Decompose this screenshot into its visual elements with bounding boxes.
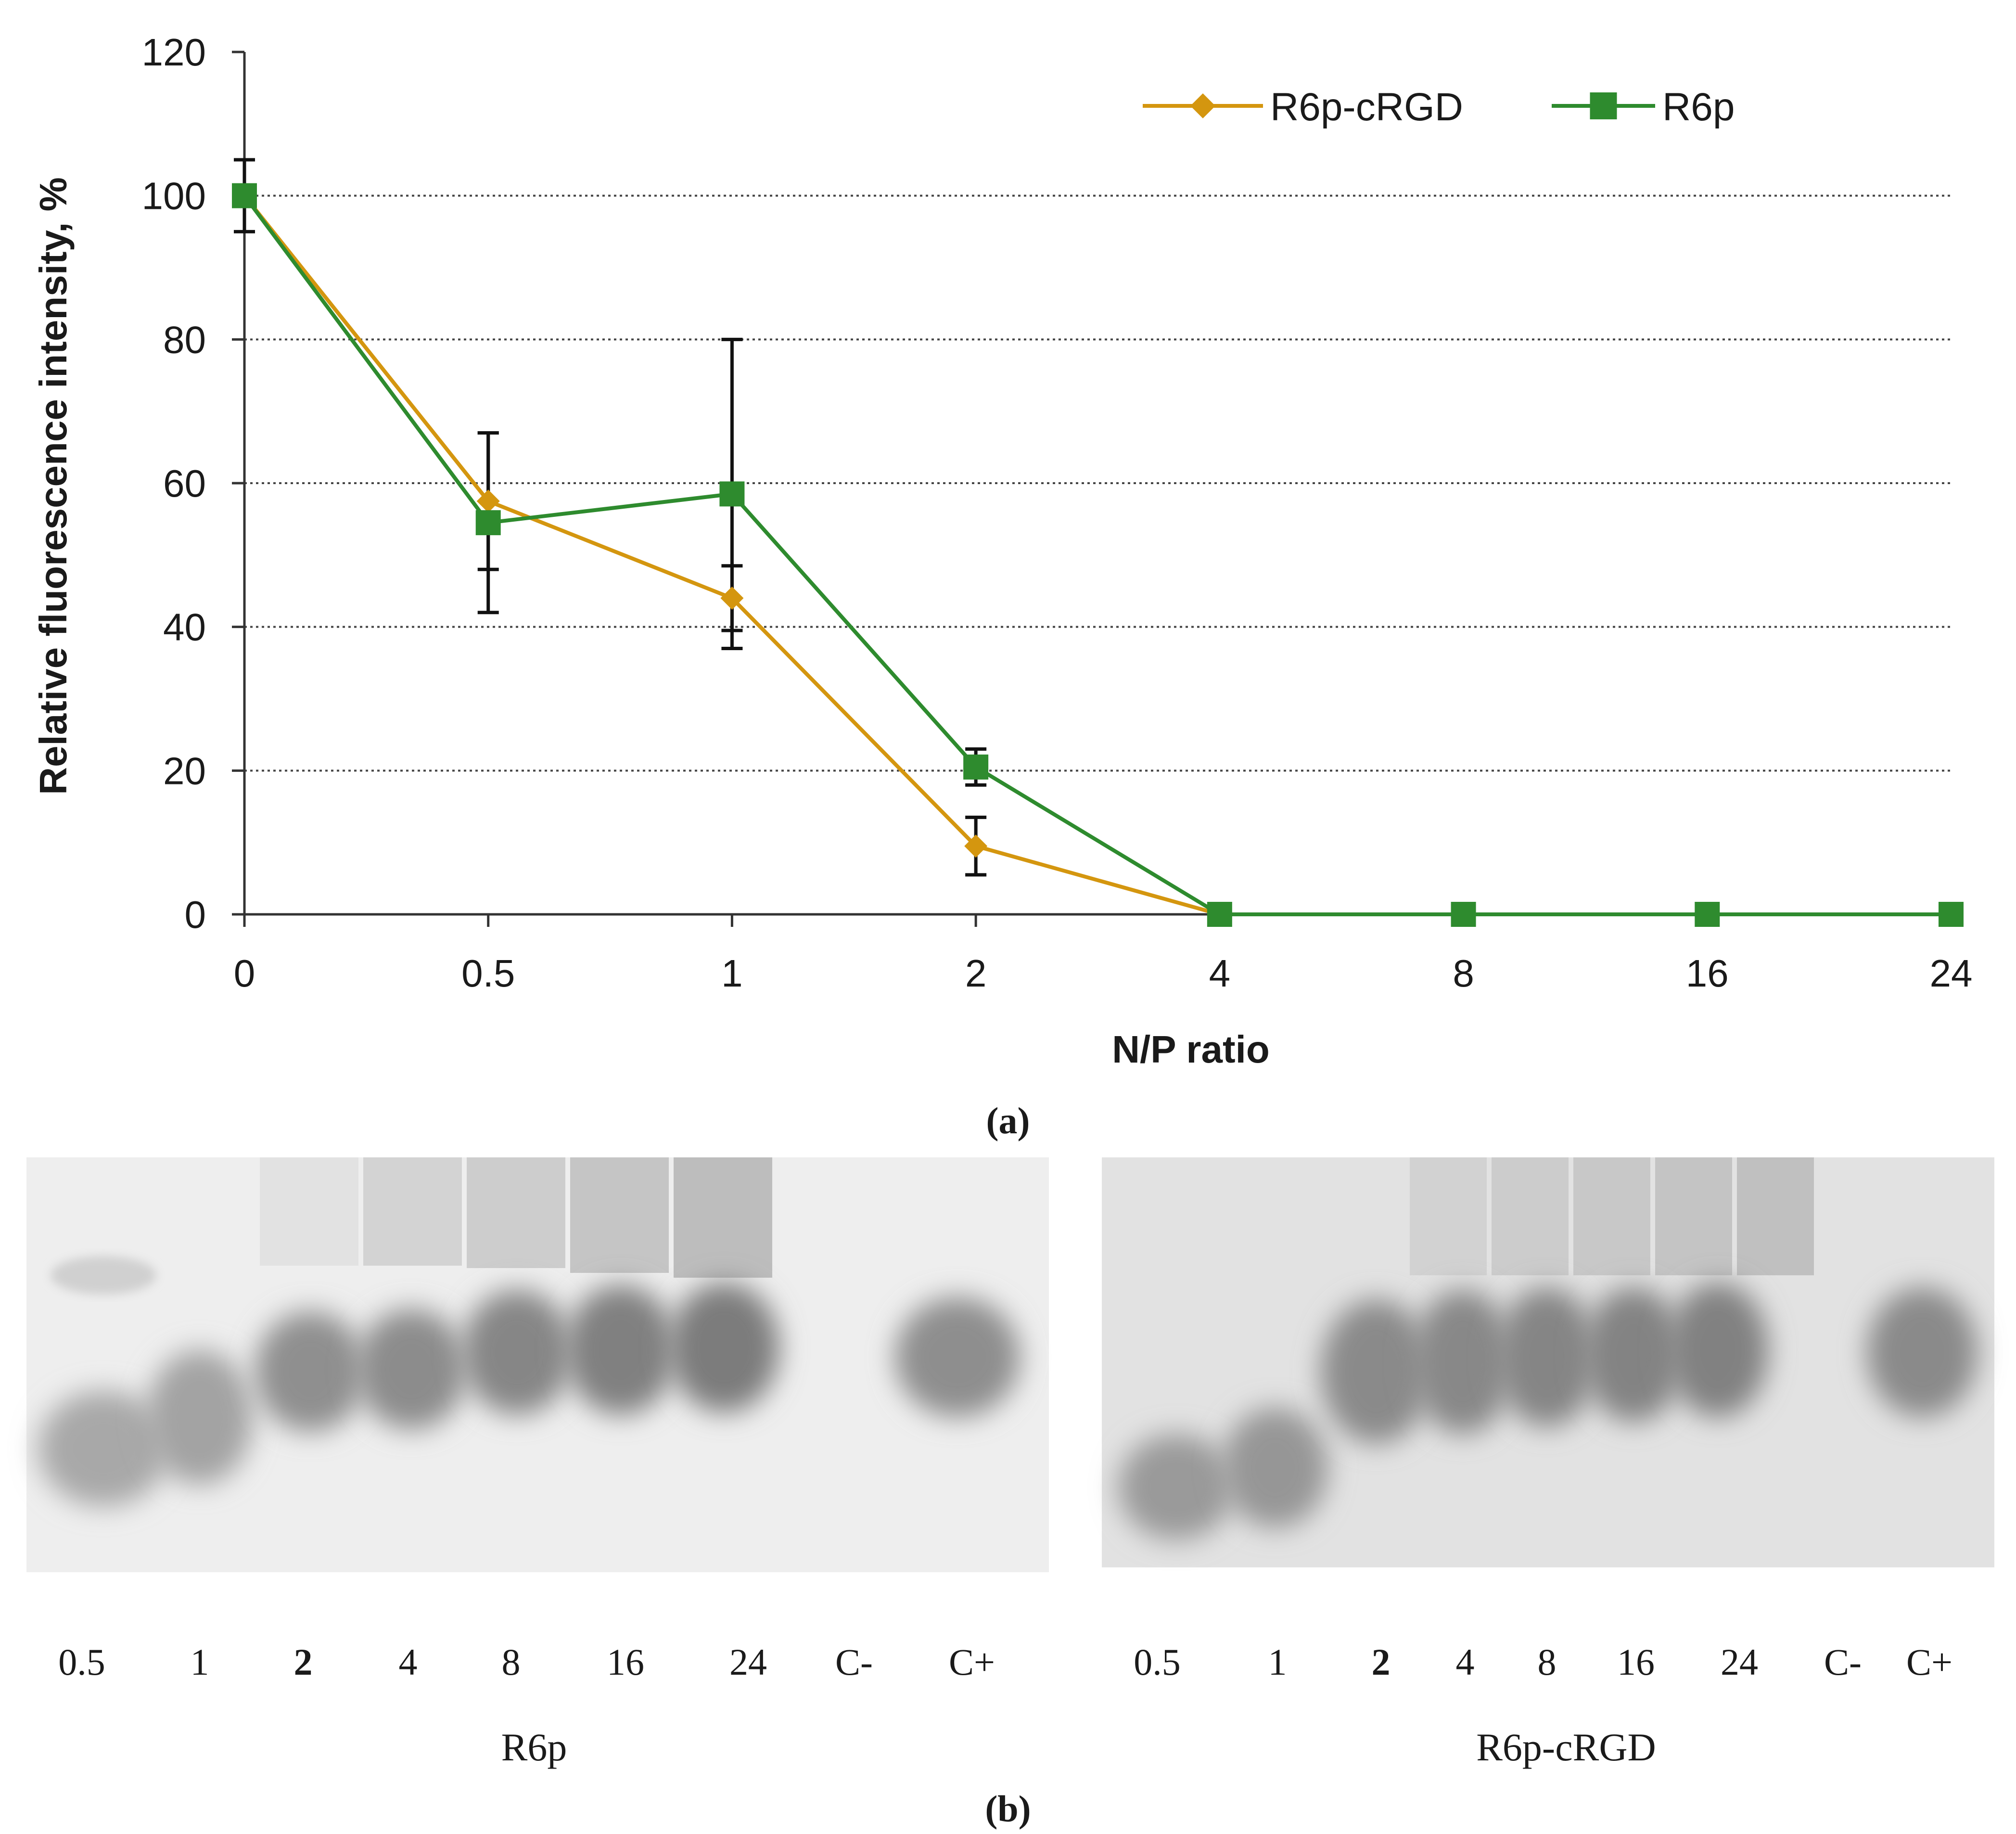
- x-tick-label: 4: [1209, 952, 1231, 995]
- data-point-r6p: [475, 510, 501, 536]
- data-point-r6p: [719, 481, 745, 507]
- data-point-r6p: [1207, 902, 1232, 927]
- lane-label: 8: [502, 1641, 521, 1683]
- lane-label: 0.5: [1134, 1641, 1181, 1683]
- panel-a-label: (a): [986, 1100, 1030, 1141]
- lane-label: 16: [607, 1641, 644, 1683]
- data-point-r6p: [1451, 902, 1476, 927]
- lane-label: 0.5: [58, 1641, 105, 1683]
- lane-label: 24: [1721, 1641, 1758, 1683]
- x-tick-labels: 0 0.5 1 2 4 8 16 24: [234, 952, 1973, 995]
- lane-label: C-: [835, 1641, 873, 1683]
- legend-label-r6p-crgd: R6p-cRGD: [1270, 85, 1463, 129]
- data-point-r6p: [232, 183, 257, 208]
- x-tick-label: 16: [1686, 952, 1729, 995]
- grid-lines: [244, 194, 1951, 772]
- lane-label: C+: [1906, 1641, 1952, 1683]
- y-tick-label: 120: [142, 31, 206, 74]
- x-tick-label: 0: [234, 952, 255, 995]
- lane-label: C-: [1824, 1641, 1862, 1683]
- data-point-r6p-crgd: [476, 489, 500, 513]
- x-tick-label: 0.5: [461, 952, 515, 995]
- lane-label: 24: [729, 1641, 767, 1683]
- data-point-r6p-crgd: [964, 834, 988, 858]
- x-axis-title: N/P ratio: [1112, 1028, 1270, 1071]
- data-point-r6p: [1939, 902, 1964, 927]
- legend-marker-r6p-crgd: [1190, 93, 1215, 118]
- lane-label: 8: [1538, 1641, 1557, 1683]
- panel-b-label: (b): [985, 1788, 1031, 1830]
- series-lines: [242, 194, 1951, 916]
- gel-caption-r6p-crgd: R6p-cRGD: [1476, 1725, 1656, 1769]
- x-tick-label: 2: [965, 952, 987, 995]
- y-axis-title: Relative fluorescence intensity, %: [32, 177, 75, 795]
- error-bars: [234, 158, 1962, 914]
- lane-label: 16: [1617, 1641, 1655, 1683]
- gel-caption-r6p: R6p: [501, 1725, 567, 1769]
- y-tick-labels: 0 20 40 60 80 100 120: [142, 31, 206, 936]
- data-point-r6p: [963, 754, 989, 780]
- legend: R6p-cRGD R6p: [1143, 85, 1735, 129]
- legend-label-r6p: R6p: [1662, 85, 1735, 129]
- lane-label: 1: [1268, 1641, 1287, 1683]
- y-tick-label: 20: [163, 749, 206, 792]
- x-tick-label: 8: [1453, 952, 1474, 995]
- series-line-r6p-crgd: [242, 194, 1951, 916]
- gel-image-r6p: [26, 1157, 1049, 1572]
- data-point-r6p-crgd: [720, 586, 744, 610]
- y-tick-label: 40: [163, 606, 206, 649]
- series-markers: [232, 183, 1964, 927]
- x-tick-label: 24: [1930, 952, 1973, 995]
- y-tick-label: 60: [163, 462, 206, 505]
- y-tick-label: 0: [185, 893, 206, 936]
- lane-label: 4: [1456, 1641, 1475, 1683]
- lane-label: 2: [1372, 1641, 1391, 1683]
- data-point-r6p: [1695, 902, 1720, 927]
- lane-label: C+: [949, 1641, 995, 1683]
- lane-label: 2: [294, 1641, 313, 1683]
- gel-lane-labels: 0.5 1 2 4 8 16 24 C- C+ 0.5 1 2 4 8 16 24 C- C+: [58, 1641, 1952, 1683]
- y-tick-label: 80: [163, 318, 206, 361]
- y-tick-label: 100: [142, 175, 206, 218]
- gel-image-r6p-crgd: [1102, 1157, 1994, 1567]
- x-tick-label: 1: [721, 952, 743, 995]
- series-line-r6p: [242, 194, 1951, 916]
- lane-label: 4: [399, 1641, 418, 1683]
- legend-marker-r6p: [1590, 92, 1617, 119]
- lane-label: 1: [191, 1641, 209, 1683]
